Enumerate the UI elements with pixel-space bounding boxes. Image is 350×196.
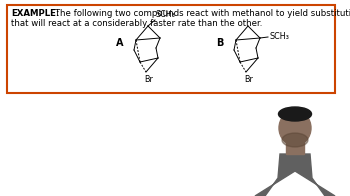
Text: SCH₃: SCH₃ — [269, 32, 289, 41]
Bar — [7, 5, 335, 93]
Text: SCH₃: SCH₃ — [156, 10, 176, 19]
Text: A: A — [116, 38, 124, 48]
Text: Br: Br — [244, 75, 253, 84]
Ellipse shape — [279, 111, 311, 145]
Text: that will react at a considerably faster rate than the other.: that will react at a considerably faster… — [11, 19, 262, 28]
Ellipse shape — [282, 133, 308, 147]
Bar — [286, 142, 304, 154]
Polygon shape — [255, 154, 335, 196]
Ellipse shape — [279, 107, 312, 121]
Text: Br: Br — [144, 75, 153, 84]
Text: B: B — [216, 38, 223, 48]
Text: The following two compounds react with methanol to yield substitution products. : The following two compounds react with m… — [52, 9, 350, 18]
Text: EXAMPLE:: EXAMPLE: — [11, 9, 60, 18]
